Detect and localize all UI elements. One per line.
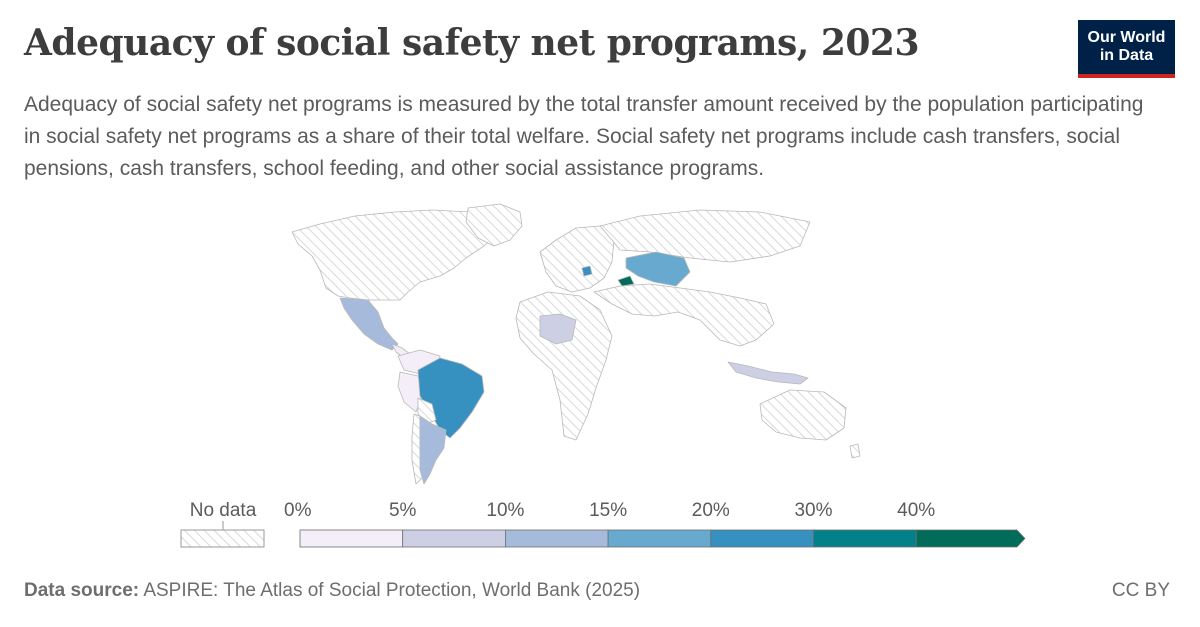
owid-logo[interactable]: Our World in Data [1078, 20, 1175, 78]
legend-bin-label-4: 20% [692, 500, 730, 521]
region-australia[interactable] [759, 389, 847, 441]
region-greenland[interactable] [465, 203, 523, 247]
region-asia[interactable] [593, 283, 775, 347]
logo-line-2: in Data [1099, 47, 1154, 64]
legend-no-data-swatch [180, 529, 265, 548]
chart-subtitle: Adequacy of social safety net programs i… [24, 93, 1144, 180]
legend-bin-label-1: 5% [389, 500, 417, 521]
region-georgia[interactable] [617, 275, 635, 287]
legend-bin-label-0: 0% [284, 500, 312, 521]
legend-bin-2[interactable] [504, 529, 609, 548]
region-peru[interactable] [397, 371, 423, 413]
region-sahel[interactable] [539, 313, 577, 345]
legend-bin-4[interactable] [710, 529, 814, 548]
legend-bin-label-2: 10% [486, 500, 524, 521]
map-legend: No data 0% 5% 10% 15% 20% 30% 40% [180, 500, 1026, 548]
region-europe[interactable] [539, 225, 615, 293]
legend-bin-5[interactable] [813, 529, 917, 548]
data-source-text[interactable]: ASPIRE: The Atlas of Social Protection, … [139, 580, 641, 601]
legend-no-data-label: No data [190, 500, 257, 521]
region-kazakhstan[interactable] [625, 251, 691, 287]
world-map[interactable] [0, 0, 1200, 500]
region-moldova[interactable] [581, 265, 593, 277]
legend-bin-label-5: 30% [794, 500, 832, 521]
logo-line-1: Our World [1087, 29, 1166, 46]
data-source: Data source: ASPIRE: The Atlas of Social… [24, 580, 640, 602]
region-north-america[interactable] [291, 209, 506, 301]
legend-bin-6[interactable] [915, 529, 1026, 548]
region-argentina[interactable] [419, 415, 447, 485]
legend-bin-label-3: 15% [589, 500, 627, 521]
region-new-zealand[interactable] [849, 443, 861, 459]
data-source-label: Data source: [24, 580, 140, 601]
region-indonesia[interactable] [727, 361, 809, 385]
license-link[interactable]: CC BY [1111, 580, 1170, 601]
chart-title: Adequacy of social safety net programs, … [24, 22, 920, 64]
region-russia[interactable] [599, 209, 811, 263]
legend-bin-3[interactable] [607, 529, 712, 548]
legend-bin-label-6: 40% [897, 500, 935, 521]
legend-bin-1[interactable] [402, 529, 506, 548]
legend-bin-0[interactable] [299, 529, 404, 548]
